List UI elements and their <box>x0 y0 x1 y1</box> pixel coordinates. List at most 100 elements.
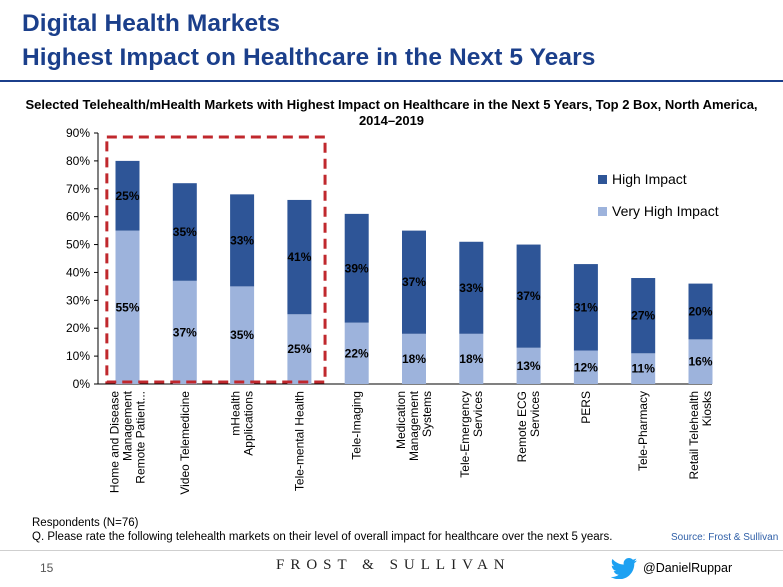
category-label: Home and Disease Management Remote Patient… <box>108 390 148 493</box>
bar-very-high-impact <box>459 333 484 384</box>
category-label-line: Video Telemedicine <box>178 391 192 495</box>
category-label-line: Services <box>471 391 485 437</box>
data-label-very-high: 35% <box>230 328 254 342</box>
legend-label-very-high: Very High Impact <box>612 203 719 219</box>
category-label-line: Management <box>121 390 135 461</box>
category-label-line: Home and Disease <box>108 391 122 493</box>
data-label-very-high: 12% <box>574 360 598 374</box>
y-tick-label: 0% <box>73 377 91 391</box>
data-label-high: 39% <box>345 261 369 275</box>
data-label-very-high: 18% <box>459 352 483 366</box>
y-tick-label: 40% <box>66 265 90 279</box>
bar-high-impact <box>230 194 255 287</box>
source-note: Source: Frost & Sullivan <box>671 532 779 543</box>
chart-title: Selected Telehealth/mHealth Markets with… <box>25 97 758 128</box>
y-tick-label: 50% <box>66 238 90 252</box>
category-label: PERS <box>579 391 593 424</box>
y-tick-label: 70% <box>66 182 90 196</box>
category-label: Video Telemedicine <box>178 391 192 495</box>
category-label-line: Remote ECG <box>515 391 529 462</box>
category-label: Medication Management Systems <box>394 390 434 461</box>
y-tick-label: 20% <box>66 321 90 335</box>
y-tick-label: 60% <box>66 210 90 224</box>
data-label-high: 35% <box>173 225 197 239</box>
category-label-line: Retail Telehealth <box>687 391 701 480</box>
highlight-box <box>105 135 327 384</box>
category-label-line: Management <box>407 390 421 461</box>
category-label-line: Services <box>528 391 542 437</box>
bar-high-impact <box>344 213 369 323</box>
twitter-bird-icon <box>610 558 637 579</box>
bar-high-impact <box>402 230 426 334</box>
category-label-line: Tele-Pharmacy <box>636 391 650 471</box>
y-tick-label: 30% <box>66 293 90 307</box>
category-label-line: Kiosks <box>700 391 714 426</box>
page-number: 15 <box>40 561 54 575</box>
data-label-very-high: 25% <box>287 342 311 356</box>
data-label-high: 31% <box>574 300 598 314</box>
bar-very-high-impact <box>688 339 713 384</box>
bar-very-high-impact <box>344 322 369 384</box>
page-title-line2: Highest Impact on Healthcare in the Next… <box>22 44 596 71</box>
bar-high-impact <box>573 264 598 351</box>
bar-very-high-impact <box>573 350 598 384</box>
data-label-very-high: 18% <box>402 352 426 366</box>
legend-swatch-high <box>598 174 607 184</box>
data-label-high: 25% <box>115 189 139 203</box>
legend-label-high: High Impact <box>612 171 687 187</box>
bar-high-impact <box>115 160 140 231</box>
data-label-very-high: 11% <box>632 362 656 376</box>
category-label: Tele-Emergency Services <box>458 391 485 478</box>
question-note: Q. Please rate the following telehealth … <box>32 531 613 543</box>
legend-swatch-very-high <box>598 206 607 216</box>
page-title-line1: Digital Health Markets <box>22 10 281 37</box>
category-label-line: Systems <box>420 391 434 437</box>
data-label-high: 27% <box>631 309 655 323</box>
bar-high-impact <box>516 244 541 348</box>
y-tick-label: 90% <box>66 126 90 140</box>
data-label-very-high: 55% <box>115 300 139 314</box>
category-label-line: Tele-Emergency <box>458 391 472 478</box>
stacked-bar-chart: 0% 10% 20% 30% 40% 50% 60% 70% 80% 90% 55% 25% Home … <box>66 126 714 495</box>
category-label-line: PERS <box>579 391 593 424</box>
respondents-note: Respondents (N=76) <box>32 517 139 529</box>
title-rule <box>0 80 783 82</box>
category-label: Tele-Pharmacy <box>636 391 650 471</box>
bar-very-high-impact <box>287 314 312 384</box>
category-label-line: Medication <box>394 391 408 449</box>
bar-very-high-impact <box>172 280 197 384</box>
data-label-high: 33% <box>459 281 483 295</box>
data-label-high: 33% <box>230 233 254 247</box>
bar-very-high-impact <box>402 333 426 384</box>
bar-very-high-impact <box>516 347 541 384</box>
category-label-line: Remote Patient... <box>134 391 148 484</box>
data-label-very-high: 37% <box>173 325 197 339</box>
y-tick-label: 80% <box>66 154 90 168</box>
bar-high-impact <box>688 283 713 340</box>
legend-item-high-impact: High Impact <box>598 171 687 187</box>
bar-very-high-impact <box>115 230 140 384</box>
brand-logo: FROST & SULLIVAN <box>276 557 511 573</box>
data-label-very-high: 16% <box>688 355 712 369</box>
category-label: mHealth Applications <box>229 391 256 456</box>
bar-high-impact <box>459 241 484 334</box>
bar-high-impact <box>172 183 197 281</box>
data-label-high: 41% <box>287 250 311 264</box>
bar-high-impact <box>631 278 656 354</box>
category-label: Remote ECG Services <box>515 391 542 462</box>
y-tick-label: 10% <box>66 349 90 363</box>
twitter-handle[interactable]: @DanielRuppar <box>609 557 732 579</box>
category-label-line: Tele-Imaging <box>350 391 364 460</box>
legend-item-very-high-impact: Very High Impact <box>598 203 719 219</box>
category-label: Tele-Imaging <box>350 391 364 460</box>
category-label: Retail Telehealth Kiosks <box>687 391 714 480</box>
category-label-line: Tele-mental Health <box>292 391 306 491</box>
bar-very-high-impact <box>230 286 255 384</box>
bar-high-impact <box>287 199 312 315</box>
category-label-line: Applications <box>242 391 256 456</box>
category-label-line: mHealth <box>229 391 243 436</box>
data-label-very-high: 13% <box>517 359 541 373</box>
twitter-handle-text: @DanielRuppar <box>643 561 733 575</box>
data-label-high: 37% <box>402 275 426 289</box>
data-label-high: 20% <box>688 304 712 318</box>
